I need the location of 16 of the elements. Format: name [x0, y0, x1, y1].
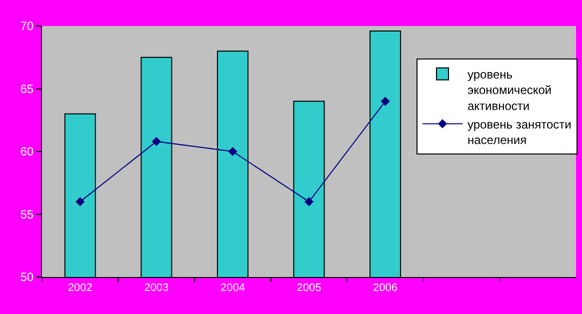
x-tick-label: 2003	[144, 282, 169, 294]
y-tick-label: 50	[20, 270, 34, 284]
x-tick-label: 2002	[68, 282, 92, 294]
legend-label: уровень занятости населения	[468, 117, 572, 148]
point	[228, 146, 238, 156]
point	[304, 197, 314, 206]
point	[152, 136, 161, 146]
y-tick-label: 55	[20, 207, 34, 222]
point	[380, 96, 390, 106]
y-tick-label: 70	[20, 19, 34, 34]
x-tick-label: 2005	[296, 282, 322, 294]
y-tick-label: 60	[20, 144, 34, 159]
point	[76, 197, 85, 206]
x-tick-label: 2004	[220, 282, 245, 294]
x-tick-label: 2006	[373, 282, 398, 294]
y-tick-label: 65	[20, 82, 34, 96]
